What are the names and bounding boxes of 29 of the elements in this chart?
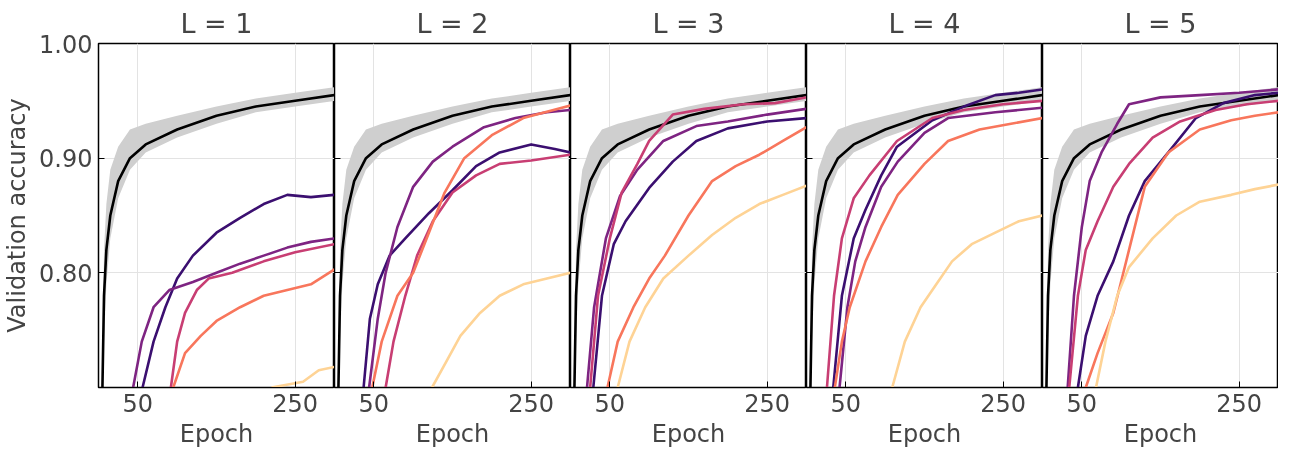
line-series bbox=[270, 365, 334, 388]
x-tick-label: 50 bbox=[1066, 389, 1098, 418]
x-axis-title: Epoch bbox=[415, 419, 490, 448]
line-series bbox=[131, 237, 334, 388]
x-tick-label: 250 bbox=[980, 389, 1027, 418]
x-tick-label: 250 bbox=[272, 389, 319, 418]
line-series bbox=[169, 242, 334, 388]
x-axis-title: Epoch bbox=[179, 419, 254, 448]
x-axis-title: Epoch bbox=[1123, 419, 1198, 448]
line-series bbox=[141, 193, 334, 388]
x-tick-label: 250 bbox=[744, 389, 791, 418]
x-tick-label: 250 bbox=[508, 389, 555, 418]
x-tick-label: 50 bbox=[830, 389, 862, 418]
chart-title: L = 1 bbox=[180, 7, 253, 39]
x-axis-title: Epoch bbox=[887, 419, 962, 448]
y-tick-label: 0.90 bbox=[39, 145, 93, 174]
x-tick-label: 250 bbox=[1216, 389, 1263, 418]
y-tick-label: 0.80 bbox=[39, 259, 93, 288]
chart-title: L = 5 bbox=[1124, 7, 1197, 39]
line-series bbox=[171, 268, 334, 388]
y-axis-title: Validation accuracy bbox=[3, 98, 32, 333]
chart-title: L = 2 bbox=[416, 7, 489, 39]
x-tick-label: 50 bbox=[594, 389, 626, 418]
x-tick-label: 50 bbox=[122, 389, 154, 418]
chart-title: L = 3 bbox=[652, 7, 725, 39]
chart-title: L = 4 bbox=[888, 7, 961, 39]
x-tick-label: 50 bbox=[358, 389, 390, 418]
y-tick-label: 1.00 bbox=[39, 30, 93, 59]
x-axis-title: Epoch bbox=[651, 419, 726, 448]
